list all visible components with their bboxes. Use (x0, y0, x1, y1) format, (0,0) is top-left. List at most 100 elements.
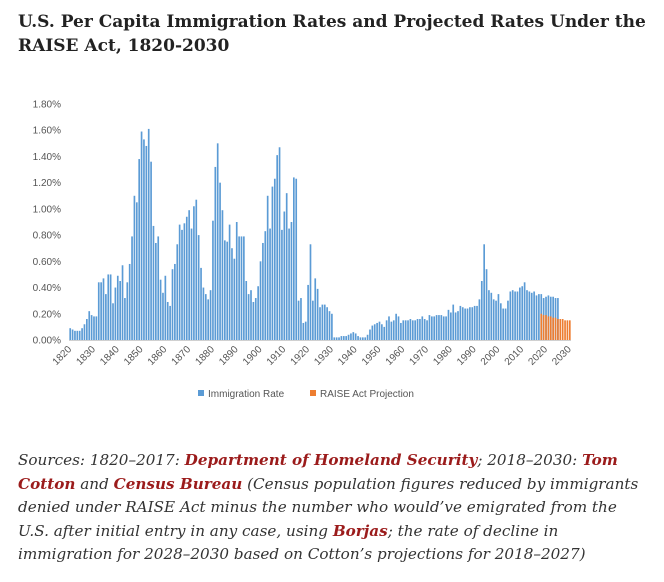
immigration-bar (478, 299, 481, 340)
immigration-bar (147, 128, 150, 340)
immigration-bar (245, 281, 248, 340)
immigration-bar (300, 298, 302, 340)
projection-bar (564, 320, 566, 340)
immigration-bar (264, 231, 267, 340)
sources-mid-3: (Census population figures reduced by im… (18, 474, 639, 540)
immigration-bar (419, 319, 421, 340)
immigration-bar (107, 274, 110, 340)
chart-title: U.S. Per Capita Immigration Rates and Pr… (18, 12, 646, 56)
y-tick-label: 0.20% (33, 309, 61, 320)
immigration-bar (240, 236, 243, 340)
dhs-link[interactable]: Department of Homeland Security (184, 451, 478, 469)
immigration-bar (342, 336, 345, 340)
immigration-bar (364, 337, 367, 340)
immigration-bar (159, 279, 162, 340)
immigration-bar (350, 333, 352, 340)
immigration-bar (278, 147, 281, 340)
tom-cotton-link[interactable]: Tom Cotton (18, 451, 618, 493)
immigration-bar (533, 291, 535, 340)
immigration-bar (385, 320, 388, 340)
immigration-bar (238, 236, 240, 340)
immigration-bar (331, 313, 333, 340)
immigration-bar (371, 325, 374, 340)
immigration-bar (145, 145, 148, 340)
immigration-bar (397, 316, 400, 340)
x-tick-label: 2000 (479, 344, 503, 368)
borjas-link[interactable]: Borjas (332, 521, 388, 540)
immigration-bar (228, 224, 231, 340)
immigration-bar (369, 329, 371, 340)
y-tick-label: 1.00% (33, 204, 61, 215)
immigration-bar (461, 307, 464, 340)
y-tick-label: 0.40% (33, 283, 61, 294)
y-tick-label: 0.60% (33, 257, 61, 268)
chart-legend: Immigration Rate RAISE Act Projection (198, 389, 414, 400)
immigration-bar (209, 290, 212, 340)
projection-bar (545, 315, 547, 340)
immigration-bar (480, 281, 483, 340)
immigration-bar (390, 321, 393, 340)
immigration-bar (361, 337, 364, 340)
immigration-bar (471, 307, 474, 340)
immigration-bar (164, 275, 167, 340)
immigration-bar (181, 229, 183, 340)
immigration-bar (114, 287, 117, 340)
immigration-bar (535, 295, 538, 340)
x-tick-label: 1910 (265, 344, 289, 368)
immigration-bar (219, 182, 221, 340)
immigration-bar (438, 315, 440, 340)
immigration-bar (499, 303, 502, 340)
immigration-bar (102, 278, 105, 340)
immigration-bar (74, 330, 76, 340)
immigration-bar (231, 248, 233, 340)
immigration-bar (288, 228, 290, 340)
immigration-bar (326, 307, 328, 340)
immigration-bar (109, 274, 112, 340)
immigration-bar (354, 333, 357, 340)
chart-area: 1.80% 1.60% 1.40% 1.20% 1.00% 0.80% 0.60% 0.40%… (0, 80, 664, 440)
immigration-bar (411, 320, 414, 340)
immigration-bar (312, 300, 314, 340)
immigration-bar (78, 330, 81, 340)
immigration-bar (131, 236, 133, 340)
immigration-bar (247, 294, 250, 340)
x-tick-label: 1970 (408, 344, 432, 368)
x-tick-label: 2030 (550, 344, 574, 368)
immigration-bar (119, 281, 121, 340)
x-tick-label: 1930 (312, 344, 336, 368)
immigration-bar (226, 241, 229, 340)
projection-bar (542, 315, 545, 340)
immigration-bar (376, 322, 378, 340)
immigration-bar (395, 313, 397, 340)
immigration-bar (423, 319, 426, 340)
x-tick-label: 1990 (455, 344, 479, 368)
immigration-bar (373, 324, 376, 340)
immigration-bar (105, 294, 107, 340)
immigration-bar (69, 328, 72, 340)
immigration-bar (190, 228, 193, 340)
immigration-bar (321, 304, 324, 340)
immigration-bar (366, 334, 369, 340)
x-tick-label: 1880 (193, 344, 217, 368)
immigration-rate-bars (69, 128, 559, 340)
y-tick-label: 1.20% (33, 178, 61, 189)
immigration-bar (319, 307, 321, 340)
immigration-bar (100, 282, 102, 340)
immigration-bar (381, 324, 383, 340)
immigration-bar (333, 337, 336, 340)
immigration-bar (185, 216, 188, 340)
immigration-bar (378, 321, 381, 340)
immigration-bar (304, 321, 307, 340)
immigration-bar (430, 316, 433, 340)
immigration-bar (116, 275, 119, 340)
immigration-bar (124, 298, 126, 340)
census-bureau-link[interactable]: Census Bureau (113, 474, 243, 493)
projection-bar (554, 317, 557, 340)
immigration-bar (95, 316, 98, 340)
immigration-bar (133, 195, 136, 340)
immigration-bar (435, 315, 438, 340)
immigration-bar (492, 299, 495, 340)
projection-bar (549, 316, 552, 340)
projection-bar (552, 317, 554, 340)
x-tick-label: 1920 (289, 344, 313, 368)
